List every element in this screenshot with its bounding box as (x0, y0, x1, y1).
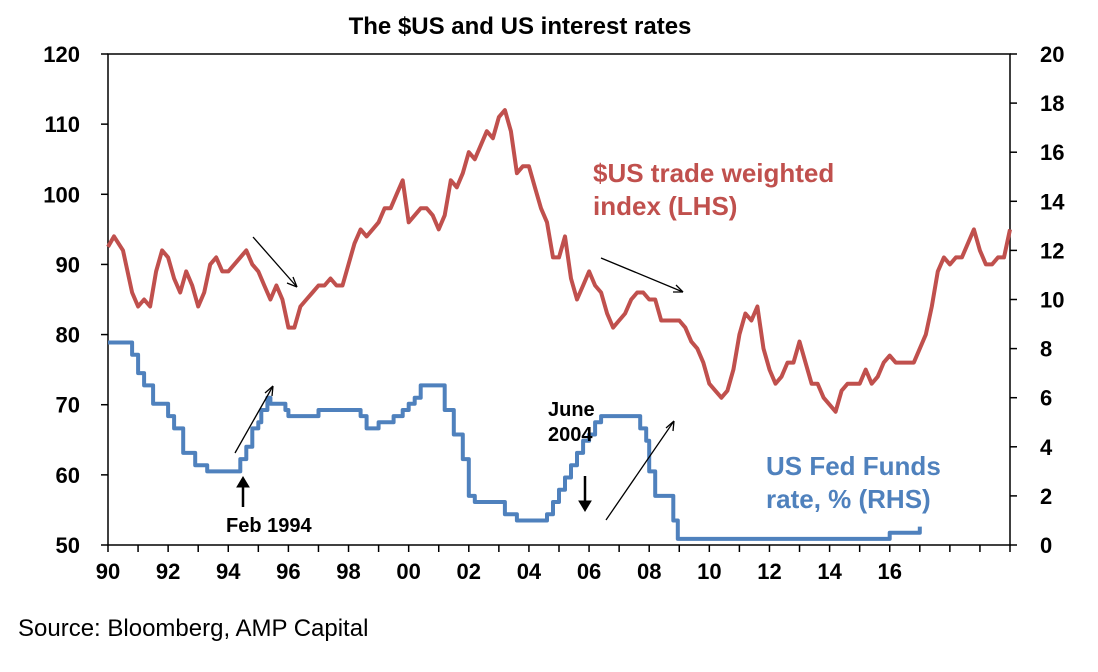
x-tick-label: 96 (276, 559, 300, 584)
x-tick-label: 94 (216, 559, 241, 584)
x-tick-label: 02 (457, 559, 481, 584)
arrow-1992-down-head (286, 276, 298, 288)
left-tick-label: 70 (56, 393, 80, 418)
x-tick-label: 00 (396, 559, 420, 584)
left-tick-label: 50 (56, 533, 80, 558)
right-tick-label: 2 (1040, 484, 1052, 509)
arrow-1992-down (252, 236, 298, 288)
left-tick-label: 120 (43, 42, 80, 67)
right-tick-label: 6 (1040, 386, 1052, 411)
usd-index-label-line2: index (LHS) (593, 191, 737, 221)
fed-funds-line (108, 340, 922, 541)
chart: The $US and US interest rates 5060708090… (43, 13, 1065, 584)
right-tick-label: 16 (1040, 140, 1064, 165)
arrow-1994-up (234, 385, 274, 454)
x-tick-label: 16 (877, 559, 901, 584)
x-tick-label: 10 (697, 559, 721, 584)
right-tick-label: 20 (1040, 42, 1064, 67)
feb-1994-label: Feb 1994 (226, 515, 312, 537)
left-tick-label: 80 (56, 323, 80, 348)
right-tick-label: 18 (1040, 91, 1064, 116)
chart-title: The $US and US interest rates (349, 13, 692, 40)
right-tick-label: 10 (1040, 288, 1064, 313)
left-axis: 50 60 70 80 90 100 110 120 (43, 42, 108, 558)
arrow-2004-up (605, 420, 675, 521)
right-axis: 0 2 4 6 8 10 12 14 16 18 20 (1010, 42, 1065, 558)
right-tick-label: 14 (1040, 189, 1065, 214)
arrow-2004-down-head (673, 284, 684, 293)
june-2004-label-line2: 2004 (548, 424, 593, 446)
right-tick-label: 0 (1040, 533, 1052, 558)
x-tick-label: 14 (817, 559, 842, 584)
annotation-arrows (234, 236, 684, 521)
usd-index-line (106, 108, 1012, 414)
arrow-2004-down (600, 257, 684, 293)
right-tick-label: 12 (1040, 238, 1064, 263)
left-tick-label: 60 (56, 463, 80, 488)
right-tick-label: 8 (1040, 337, 1052, 362)
usd-index-label-line1: $US trade weighted (593, 158, 834, 188)
fed-funds-label-line1: US Fed Funds (766, 451, 941, 481)
arrow-1994-up-head (264, 385, 274, 397)
x-tick-label: 98 (336, 559, 360, 584)
event-markers (236, 476, 592, 512)
right-tick-label: 4 (1040, 435, 1053, 460)
source-note: Source: Bloomberg, AMP Capital (18, 615, 369, 642)
x-tick-label: 92 (156, 559, 180, 584)
x-tick-label: 04 (517, 559, 542, 584)
x-axis: 90 92 94 96 98 00 02 04 06 08 10 12 14 16 (96, 545, 1011, 584)
left-tick-label: 110 (45, 112, 81, 137)
fed-funds-label-line2: rate, % (RHS) (766, 484, 931, 514)
left-tick-label: 90 (56, 252, 80, 277)
arrow-2004-up-head (665, 420, 675, 432)
june-2004-label-line1: June (548, 399, 595, 421)
left-tick-label: 100 (43, 182, 80, 207)
x-tick-label: 08 (637, 559, 661, 584)
x-tick-label: 06 (577, 559, 601, 584)
feb-1994-marker-head (236, 476, 250, 488)
x-tick-label: 12 (757, 559, 781, 584)
june-2004-marker-head (578, 500, 592, 512)
x-tick-label: 90 (96, 559, 120, 584)
series-layer (106, 108, 1012, 541)
